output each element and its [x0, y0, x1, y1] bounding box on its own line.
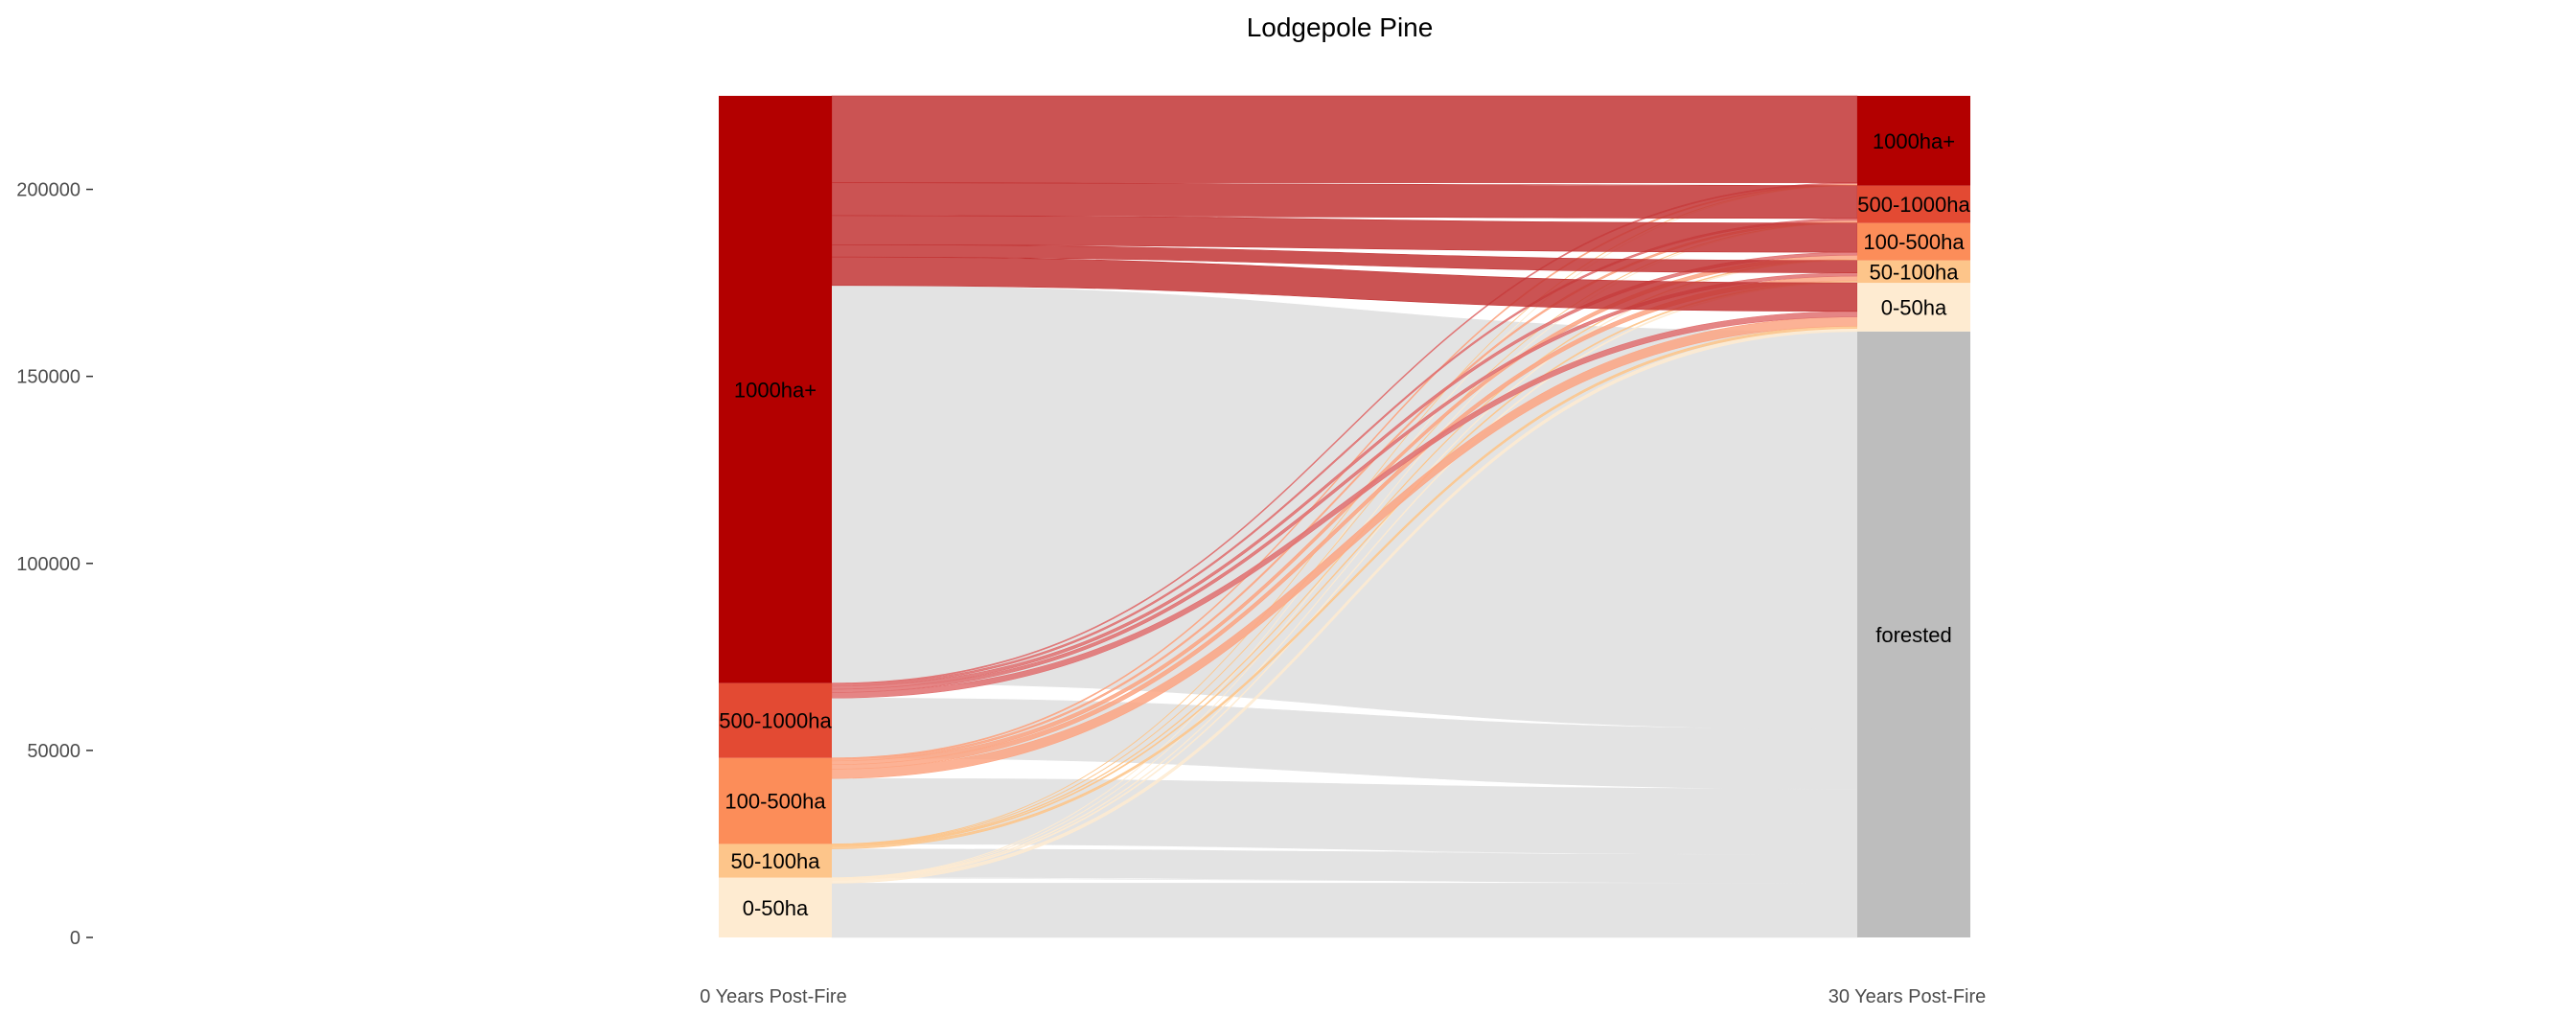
stratum-left-500-1000ha — [719, 682, 832, 758]
chart-title: Lodgepole Pine — [1247, 12, 1434, 42]
y-tick-label-150000: 150000 — [16, 367, 80, 388]
stratum-label-right-50-100ha: 50-100ha — [1870, 260, 1960, 284]
x-axis-label-left: 0 Years Post-Fire — [700, 986, 846, 1007]
stratum-label-left-50-100ha: 50-100ha — [731, 849, 821, 873]
stratum-label-left-1000ha: 1000ha+ — [734, 378, 816, 402]
stratum-right-1000ha — [1857, 96, 1970, 186]
y-tick-label-50000: 50000 — [27, 741, 80, 762]
stratum-label-left-500-1000ha: 500-1000ha — [719, 709, 832, 733]
strata-layer: 0-50ha 50-100ha 100-500ha 500-1000ha 1000ha+… — [719, 96, 1970, 938]
y-tick-label-100000: 100000 — [16, 554, 80, 575]
stratum-left-1000ha — [719, 96, 832, 683]
flows-layer — [831, 95, 1858, 938]
stratum-right-500-1000ha — [1857, 185, 1970, 223]
flow-1000ha-to-1000ha — [831, 95, 1858, 183]
flow-1000ha-to-500-1000ha — [831, 182, 1858, 220]
stratum-left-0-50ha — [719, 877, 832, 937]
y-tick-label-200000: 200000 — [16, 180, 80, 201]
flow-100-500ha-to-forested — [831, 777, 1858, 855]
stratum-label-right-1000ha: 1000ha+ — [1873, 129, 1955, 153]
stratum-label-left-100-500ha: 100-500ha — [724, 790, 826, 814]
stratum-right-forested — [1857, 331, 1970, 938]
y-tick-label-0: 0 — [70, 928, 80, 949]
stratum-right-0-50ha — [1857, 283, 1970, 332]
stratum-label-right-forested: forested — [1875, 623, 1952, 647]
x-axis-label-right: 30 Years Post-Fire — [1828, 986, 1987, 1007]
stratum-left-50-100ha — [719, 844, 832, 878]
stratum-label-left-0-50ha: 0-50ha — [743, 896, 809, 920]
stratum-right-100-500ha — [1857, 222, 1970, 261]
stratum-label-right-500-1000ha: 500-1000ha — [1857, 193, 1970, 217]
stratum-label-right-100-500ha: 100-500ha — [1863, 230, 1965, 254]
stratum-right-50-100ha — [1857, 260, 1970, 284]
stratum-left-100-500ha — [719, 757, 832, 844]
flow-0-50ha-to-forested — [831, 883, 1858, 938]
stratum-label-right-0-50ha: 0-50ha — [1881, 295, 1947, 319]
y-axis: 0 50000 100000 150000 200000 — [16, 180, 93, 949]
